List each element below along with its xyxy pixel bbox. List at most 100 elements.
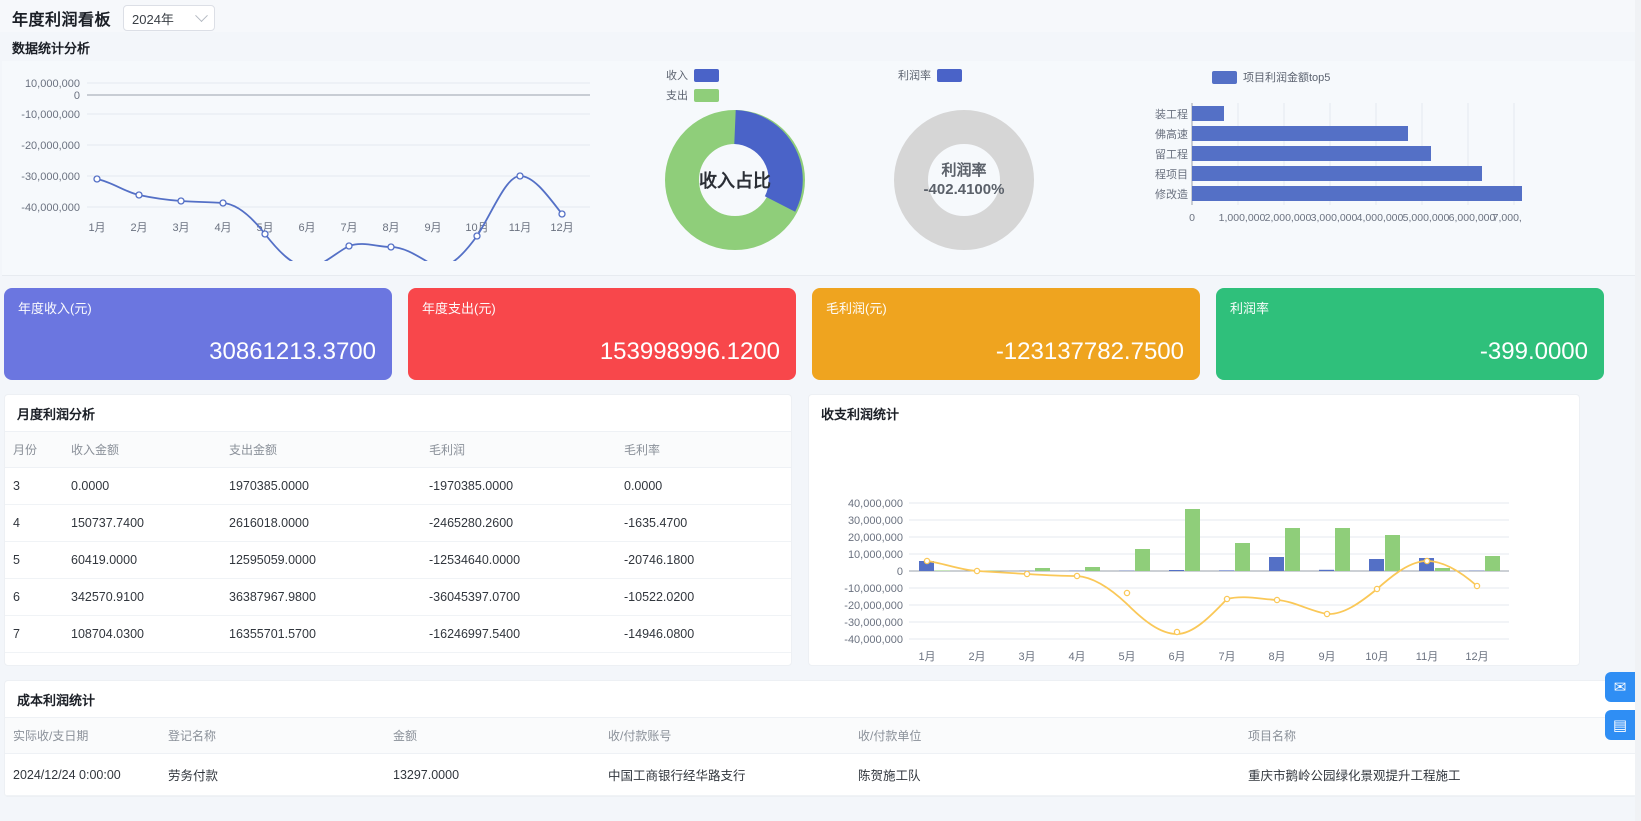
donut-legend-label-income: 收入 [666,70,688,82]
svg-text:10,000,000: 10,000,000 [848,549,903,561]
monthly-profit-line-chart[interactable]: 10,000,000 0 -10,000,000 -20,000,000 -30… [2,61,622,271]
year-select[interactable]: 2024年 [123,5,216,31]
income-expense-profit-combo-chart[interactable]: 40,000,000 30,000,000 20,000,000 10,000,00… [809,431,1579,665]
chevron-down-icon [195,8,208,22]
cell-gross-margin: -1635.4700 [616,504,791,542]
cell-month: 5 [5,541,63,579]
cell-gross-margin: -14946.0800 [616,615,791,653]
cell-gross-profit: -36045397.0700 [421,578,616,616]
svg-text:4,000,000: 4,000,000 [1357,212,1404,224]
svg-text:0: 0 [74,90,80,102]
income-share-donut-chart[interactable]: 收入 支出 收入占比 [622,61,852,261]
cell-gross-profit: -1970385.0000 [421,467,616,505]
cell-income: 0.0000 [63,467,221,505]
kpi-card-annual-income[interactable]: 年度收入(元) 30861213.3700 [4,288,392,380]
svg-text:11月: 11月 [509,222,531,234]
svg-text:5月: 5月 [1118,651,1135,663]
svg-text:9月: 9月 [1318,651,1335,663]
gauge-center-value: -402.4100% [924,181,1005,198]
cell-month: 7 [5,615,63,653]
svg-text:-20,000,000: -20,000,000 [21,140,80,152]
kpi-label: 利润率 [1230,301,1270,316]
kpi-label: 年度支出(元) [422,301,496,316]
table-row[interactable]: 4 150737.7400 2616018.0000 -2465280.2600… [5,504,791,542]
page-scrollbar[interactable] [1635,0,1641,821]
svg-text:0: 0 [897,566,903,578]
page-title: 年度利润看板 [12,12,112,29]
cell-gross-profit: -2465280.2600 [421,504,616,542]
gauge-legend-label: 利润率 [898,70,931,82]
cell-register-name: 劳务付款 [160,753,385,796]
svg-text:2月: 2月 [968,651,985,663]
table-row[interactable]: 5 60419.0000 12595059.0000 -12534640.000… [5,541,791,579]
svg-text:20,000,000: 20,000,000 [848,532,903,544]
cell-income: 342570.9100 [63,578,221,616]
project-profit-top5-bar-chart[interactable]: 项目利润金额top5 装工程 [1092,61,1540,261]
column-header-date: 实际收/支日期 [5,717,160,754]
column-header-register-name: 登记名称 [160,717,385,754]
svg-text:0: 0 [1189,212,1195,224]
cell-month: 6 [5,578,63,616]
cell-month: 3 [5,467,63,505]
bar-category-4: 修改造 [1155,187,1188,201]
column-header-unit: 收/付款单位 [850,717,1240,754]
cost-table-title: 成本利润统计 [17,693,96,708]
svg-text:1,000,000: 1,000,000 [1219,212,1266,224]
stats-section-title: 数据统计分析 [12,41,91,56]
cell-expense: 2616018.0000 [221,504,421,542]
svg-text:9月: 9月 [424,222,441,234]
table-header-row: 实际收/支日期 登记名称 金额 收/付款账号 收/付款单位 项目名称 [5,717,1636,754]
column-header-expense: 支出金额 [221,431,421,468]
table-row[interactable]: 6 342570.9100 36387967.9800 -36045397.07… [5,578,791,616]
doc-fab[interactable]: ▤ [1605,710,1635,740]
svg-text:2月: 2月 [130,222,147,234]
kpi-card-profit-rate[interactable]: 利润率 -399.0000 [1216,288,1604,380]
kpi-value: -399.0000 [1479,338,1588,365]
cell-account: 中国工商银行经华路支行 [600,753,850,796]
income-expense-profit-panel: 收支利润统计 40,000,000 30,000,000 20,000,000 10… [808,394,1580,666]
svg-text:-40,000,000: -40,000,000 [21,202,80,214]
svg-text:3月: 3月 [172,222,189,234]
svg-text:6,000,000: 6,000,000 [1449,212,1496,224]
svg-text:8月: 8月 [1268,651,1285,663]
table-row[interactable]: 7 108704.0300 16355701.5700 -16246997.54… [5,615,791,653]
legend-swatch-expense [694,88,719,102]
donut-center-label: 收入占比 [699,170,771,191]
profit-rate-gauge-chart[interactable]: 利润率 利润率 -402.4100% [852,61,1092,261]
svg-text:40,000,000: 40,000,000 [848,498,903,510]
svg-text:4月: 4月 [1068,651,1085,663]
gauge-legend: 利润率 [898,67,962,83]
column-header-gross-profit: 毛利润 [421,431,616,468]
stats-panel: 10,000,000 0 -10,000,000 -20,000,000 -30… [2,61,1639,276]
svg-text:7月: 7月 [1218,651,1235,663]
cost-profit-table-panel: 成本利润统计 实际收/支日期 登记名称 金额 收/付款账号 收/付款单位 项目名… [4,680,1637,797]
year-select-value: 2024年 [132,11,174,27]
svg-text:1月: 1月 [918,651,935,663]
svg-text:-10,000,000: -10,000,000 [844,583,903,595]
table-row[interactable]: 2024/12/24 0:00:00 劳务付款 13297.0000 中国工商银… [5,753,1636,796]
message-fab[interactable]: ✉ [1605,672,1635,702]
kpi-value: 30861213.3700 [209,338,376,365]
document-icon: ▤ [1612,717,1628,734]
kpi-card-gross-profit[interactable]: 毛利润(元) -123137782.7500 [812,288,1200,380]
cell-month: 4 [5,504,63,542]
kpi-value: -123137782.7500 [995,338,1184,365]
svg-text:1月: 1月 [88,222,105,234]
cell-unit: 陈贺施工队 [850,753,1240,796]
table-row[interactable]: 3 0.0000 1970385.0000 -1970385.0000 0.00… [5,467,791,505]
bar-legend: 项目利润金额top5 [1212,69,1330,85]
donut-legend: 收入 支出 [666,67,719,103]
envelope-icon: ✉ [1613,679,1627,696]
mid-row: 月度利润分析 月份 收入金额 支出金额 毛利润 毛利率 3 0.0000 [0,394,1641,666]
svg-text:7,000,000: 7,000,000 [1493,212,1522,224]
svg-text:5月: 5月 [256,222,273,234]
svg-text:3月: 3月 [1018,651,1035,663]
svg-text:11月: 11月 [1416,651,1438,663]
svg-text:2,000,000: 2,000,000 [1265,212,1312,224]
cell-expense: 16355701.5700 [221,615,421,653]
cell-expense: 1970385.0000 [221,467,421,505]
column-header-income: 收入金额 [63,431,221,468]
legend-swatch-profit-rate [937,68,962,82]
kpi-card-annual-expense[interactable]: 年度支出(元) 153998996.1200 [408,288,796,380]
